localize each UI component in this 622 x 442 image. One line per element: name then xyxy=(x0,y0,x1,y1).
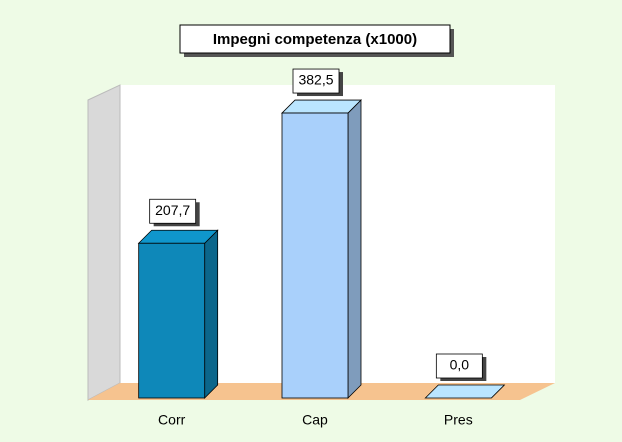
bar-side xyxy=(204,229,219,399)
bar xyxy=(138,242,206,399)
value-label-box xyxy=(149,198,197,224)
value-label: 0,0 xyxy=(450,357,470,373)
x-tick-label: Pres xyxy=(444,412,473,428)
value-label-box xyxy=(435,353,483,379)
bar-side xyxy=(347,99,362,399)
bar-top xyxy=(424,384,506,399)
title-box xyxy=(179,24,451,54)
x-tick-label: Cap xyxy=(302,412,328,428)
bar-top xyxy=(137,229,219,244)
x-tick-label: Corr xyxy=(158,412,186,428)
bar-top xyxy=(281,99,362,114)
side-wall xyxy=(87,84,121,401)
value-label: 382,5 xyxy=(298,72,333,88)
chart-title: Impegni competenza (x1000) xyxy=(213,31,417,48)
bar xyxy=(281,112,349,399)
value-label: 207,7 xyxy=(155,202,190,218)
value-label-box xyxy=(292,68,340,94)
